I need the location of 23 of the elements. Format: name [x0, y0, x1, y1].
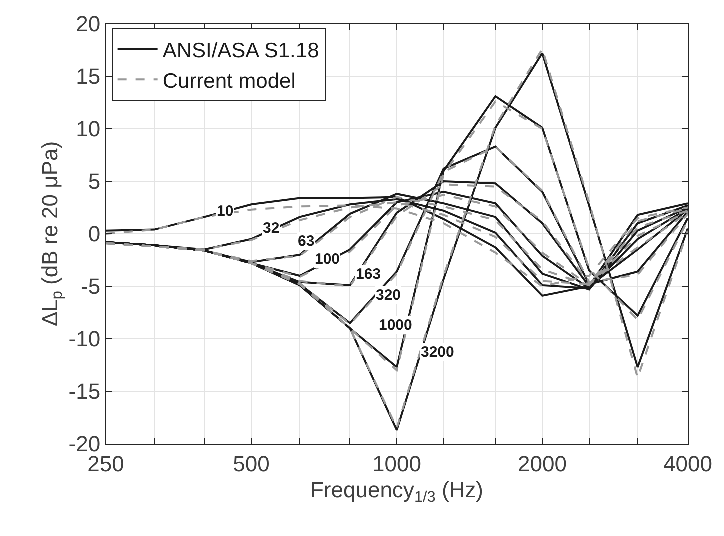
- x-tick-label: 4000: [664, 451, 712, 476]
- x-tick-label: 500: [233, 451, 270, 476]
- x-tick-label: 2000: [518, 451, 567, 476]
- y-tick-label: -10: [68, 326, 101, 352]
- annotation: 163: [356, 266, 382, 283]
- x-axis-title: Frequency$_{1/3}$ (Hz): [310, 477, 484, 506]
- annotation: 1000: [379, 317, 412, 334]
- legend-label: Current model: [162, 70, 296, 93]
- y-tick-label: 0: [88, 222, 101, 247]
- y-tick-label: 15: [76, 64, 101, 90]
- y-tick-label: 5: [88, 169, 101, 194]
- annotation: 32: [263, 220, 280, 237]
- y-tick-label: 20: [76, 12, 101, 37]
- y-tick-label: -15: [68, 379, 101, 404]
- y-tick-label: 10: [76, 116, 101, 142]
- x-tick-label: 1000: [372, 451, 422, 476]
- annotation: 3200: [421, 344, 454, 361]
- annotation: 320: [376, 287, 402, 304]
- annotation: 63: [298, 233, 315, 250]
- legend-label: ANSI/ASA S1.18: [162, 40, 320, 63]
- annotation: 10: [217, 203, 234, 220]
- y-tick-label: -5: [81, 274, 101, 300]
- annotation: 100: [315, 251, 340, 268]
